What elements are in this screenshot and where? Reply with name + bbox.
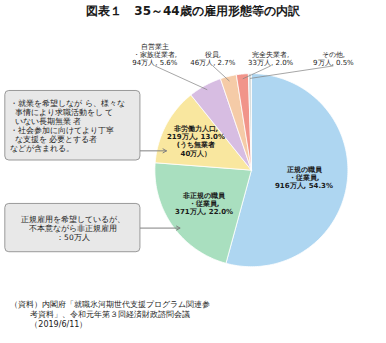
html-text:（資料）内閣府「就職氷河期世代支援プログラム関連参 考資料」: （資料）内閣府「就職氷河期世代支援プログラム関連参 考資料」、令和元年第３回経済…	[10, 300, 210, 329]
svg-text:完全失業者,33万人, 2.0%: 完全失業者,33万人, 2.0%	[248, 51, 293, 67]
svg-text:役員,46万人, 2.7%: 役員,46万人, 2.7%	[190, 51, 235, 67]
html-text:図表１ 35～44歳の雇用形態等の内訳: 図表１ 35～44歳の雇用形態等の内訳	[86, 4, 300, 18]
svg-text:非正規の職員・従業員,371万人, 22.0%: 非正規の職員・従業員,371万人, 22.0%	[175, 191, 233, 216]
svg-text:その他,9万人, 0.5%: その他,9万人, 0.5%	[313, 51, 354, 67]
svg-text:・就業を希望しなが ら、様々な 事情により求職活動をし て: ・就業を希望しなが ら、様々な 事情により求職活動をし て いない長期無業 者・…	[10, 99, 124, 153]
svg-text:正規の職員・従業員,916万人, 54.3%: 正規の職員・従業員,916万人, 54.3%	[275, 165, 333, 190]
svg-text:自営業主・家族従業者,94万人, 5.6%: 自営業主・家族従業者,94万人, 5.6%	[132, 43, 177, 67]
svg-text:正規雇用を希望しているが、不本意ながら非正規雇用：50万人: 正規雇用を希望しているが、不本意ながら非正規雇用：50万人	[21, 215, 125, 242]
svg-text:非労働力人口,219万人, 13.0%(うち無業者40万人）: 非労働力人口,219万人, 13.0%(うち無業者40万人）	[167, 125, 225, 157]
